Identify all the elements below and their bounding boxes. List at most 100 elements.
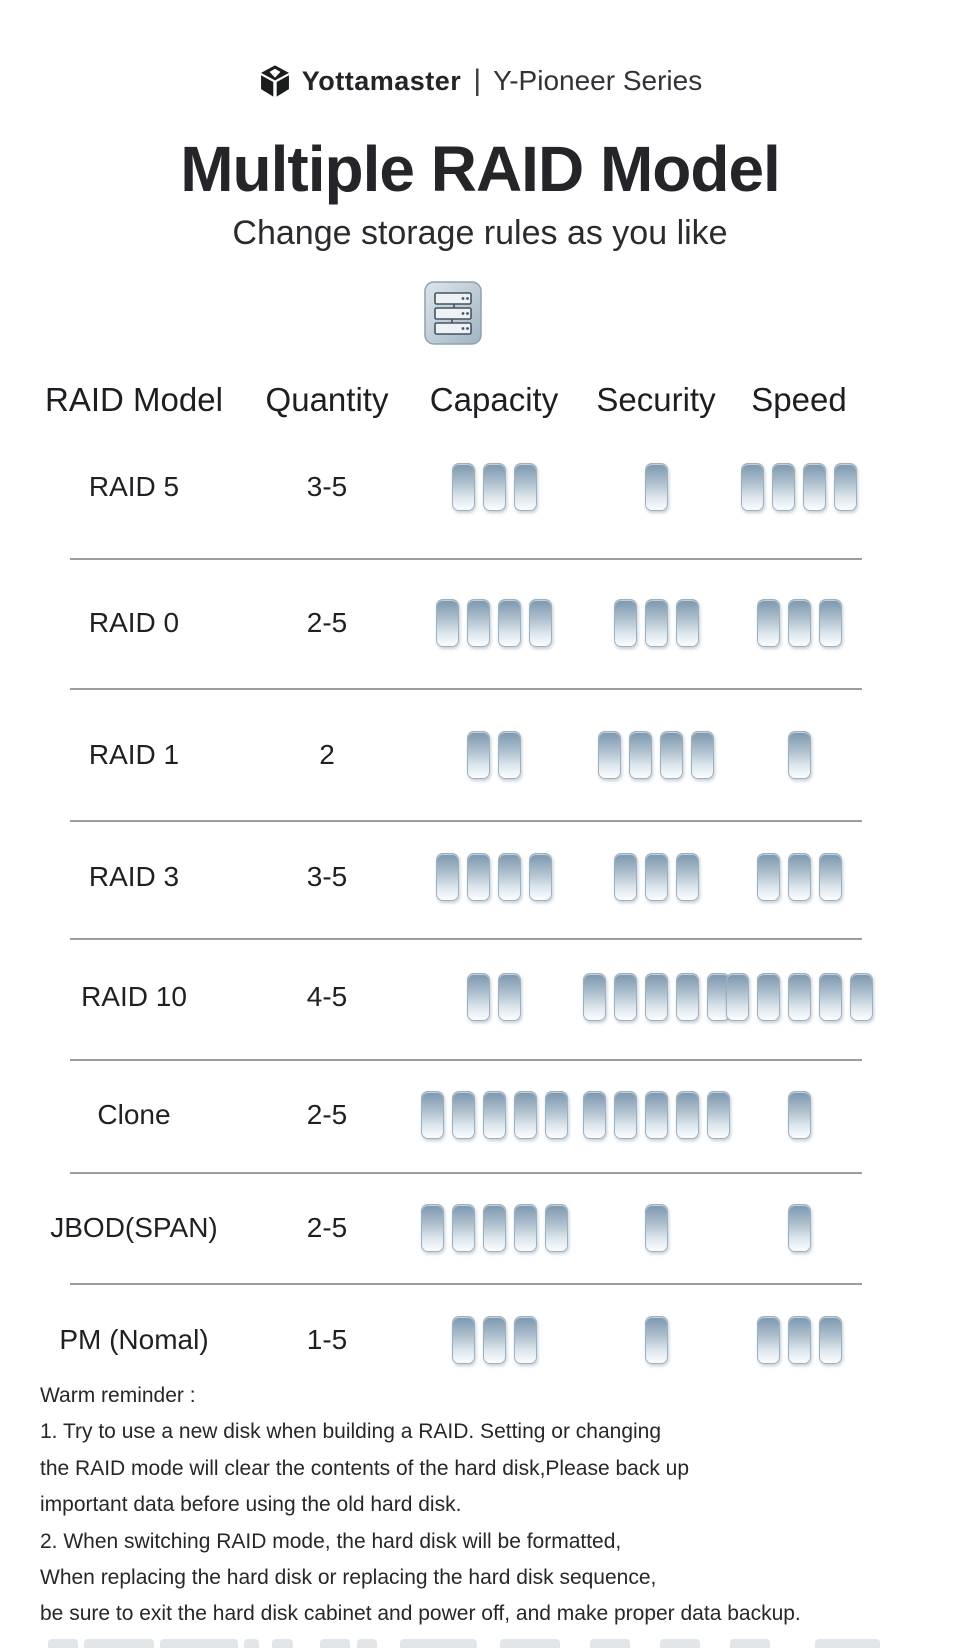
rating-pill-icon <box>451 1204 475 1252</box>
rating-pill-icon <box>420 1091 444 1139</box>
raid-enclosure-icon <box>424 281 482 345</box>
yottamaster-cube-icon <box>260 65 289 97</box>
column-header-capacity: Capacity <box>429 381 559 418</box>
rating-pill-icon <box>513 1091 537 1139</box>
rating-pill-icon <box>613 599 637 647</box>
rating-pill-icon <box>725 973 749 1021</box>
rating-pill-icon <box>498 731 521 779</box>
speed-rating <box>714 952 884 1042</box>
series-name: Y-Pioneer Series <box>493 65 703 96</box>
column-header-quantity: Quantity <box>265 381 389 418</box>
rating-pill-icon <box>644 1316 668 1364</box>
security-rating <box>571 578 741 668</box>
page-subtitle: Change storage rules as you like <box>232 214 728 252</box>
table-row: RAID 1 2 <box>0 710 960 800</box>
quantity-value: 1-5 <box>306 1324 348 1355</box>
column-header-security: Security <box>596 381 716 418</box>
quantity-value: 2 <box>319 739 335 770</box>
speed-rating <box>714 1183 884 1273</box>
capacity-rating <box>409 1070 579 1160</box>
brand-name: Yottamaster <box>301 65 462 96</box>
table-row: JBOD(SPAN) 2-5 <box>0 1183 960 1273</box>
column-header-speed: Speed <box>751 381 847 418</box>
rating-pill-icon <box>436 853 459 901</box>
rating-pill-icon <box>818 599 842 647</box>
rating-pill-icon <box>706 1091 730 1139</box>
speed-rating <box>714 1070 884 1160</box>
raid-model-label: Clone <box>97 1099 171 1130</box>
warm-reminder-line: the RAID mode will clear the contents of… <box>40 1456 690 1480</box>
rating-pill-icon <box>513 1204 537 1252</box>
security-rating <box>571 442 741 532</box>
rating-pill-icon <box>644 1091 668 1139</box>
rating-pill-icon <box>513 463 537 511</box>
rating-pill-icon <box>467 599 490 647</box>
rating-pill-icon <box>498 599 521 647</box>
quantity-value: 2-5 <box>306 607 348 638</box>
security-rating <box>571 1295 741 1385</box>
raid-model-label: RAID 10 <box>81 981 187 1012</box>
warm-reminder-lines: 1. Try to use a new disk when building a… <box>40 1414 930 1632</box>
rating-pill-icon <box>741 463 764 511</box>
rating-pill-icon <box>529 599 552 647</box>
rating-pill-icon <box>613 853 637 901</box>
rating-pill-icon <box>582 1091 606 1139</box>
row-divider <box>70 1172 862 1174</box>
security-rating <box>571 1183 741 1273</box>
table-header: RAID Model Quantity Capacity Security Sp… <box>0 376 960 424</box>
quantity-value: 2-5 <box>306 1099 348 1130</box>
row-divider <box>70 1059 862 1061</box>
column-header-raid-model: RAID Model <box>45 381 223 418</box>
rating-pill-icon <box>849 973 873 1021</box>
rating-pill-icon <box>756 853 780 901</box>
rating-pill-icon <box>544 1091 568 1139</box>
rating-pill-icon <box>660 731 683 779</box>
raid-model-label: RAID 1 <box>88 739 180 770</box>
rating-pill-icon <box>691 731 714 779</box>
rating-pill-icon <box>644 973 668 1021</box>
rating-pill-icon <box>498 853 521 901</box>
rating-pill-icon <box>482 1316 506 1364</box>
rating-pill-icon <box>613 973 637 1021</box>
table-row: Clone 2-5 <box>0 1070 960 1160</box>
capacity-rating <box>409 710 579 800</box>
speed-rating <box>714 578 884 668</box>
security-rating <box>571 952 741 1042</box>
security-rating <box>571 1070 741 1160</box>
rating-pill-icon <box>675 1091 699 1139</box>
rating-pill-icon <box>787 1204 811 1252</box>
rating-pill-icon <box>818 973 842 1021</box>
raid-model-label: JBOD(SPAN) <box>50 1212 218 1243</box>
rating-pill-icon <box>787 1091 811 1139</box>
rating-pill-icon <box>482 1204 506 1252</box>
row-divider <box>70 820 862 822</box>
rating-pill-icon <box>675 599 699 647</box>
warm-reminder-line: be sure to exit the hard disk cabinet an… <box>40 1602 801 1626</box>
quantity-value: 2-5 <box>306 1212 348 1243</box>
raid-model-label: PM (Nomal) <box>59 1324 209 1355</box>
rating-pill-icon <box>787 973 811 1021</box>
brand-separator: | <box>473 64 482 97</box>
rating-pill-icon <box>513 1316 537 1364</box>
security-rating <box>571 832 741 922</box>
row-divider <box>70 688 862 690</box>
capacity-rating <box>409 578 579 668</box>
rating-pill-icon <box>644 853 668 901</box>
rating-pill-icon <box>787 731 811 779</box>
table-row: RAID 0 2-5 <box>0 578 960 668</box>
rating-pill-icon <box>451 1316 475 1364</box>
security-rating <box>571 710 741 800</box>
speed-rating <box>714 710 884 800</box>
brand-header: Yottamaster | Y-Pioneer Series <box>0 56 960 106</box>
rating-pill-icon <box>756 599 780 647</box>
row-divider <box>70 938 862 940</box>
capacity-rating <box>409 1183 579 1273</box>
rating-pill-icon <box>498 973 521 1021</box>
speed-rating <box>714 442 884 532</box>
table-row: RAID 3 3-5 <box>0 832 960 922</box>
raid-model-label: RAID 3 <box>88 861 180 892</box>
rating-pill-icon <box>834 463 857 511</box>
rating-pill-icon <box>482 463 506 511</box>
table-row: RAID 5 3-5 <box>0 442 960 532</box>
